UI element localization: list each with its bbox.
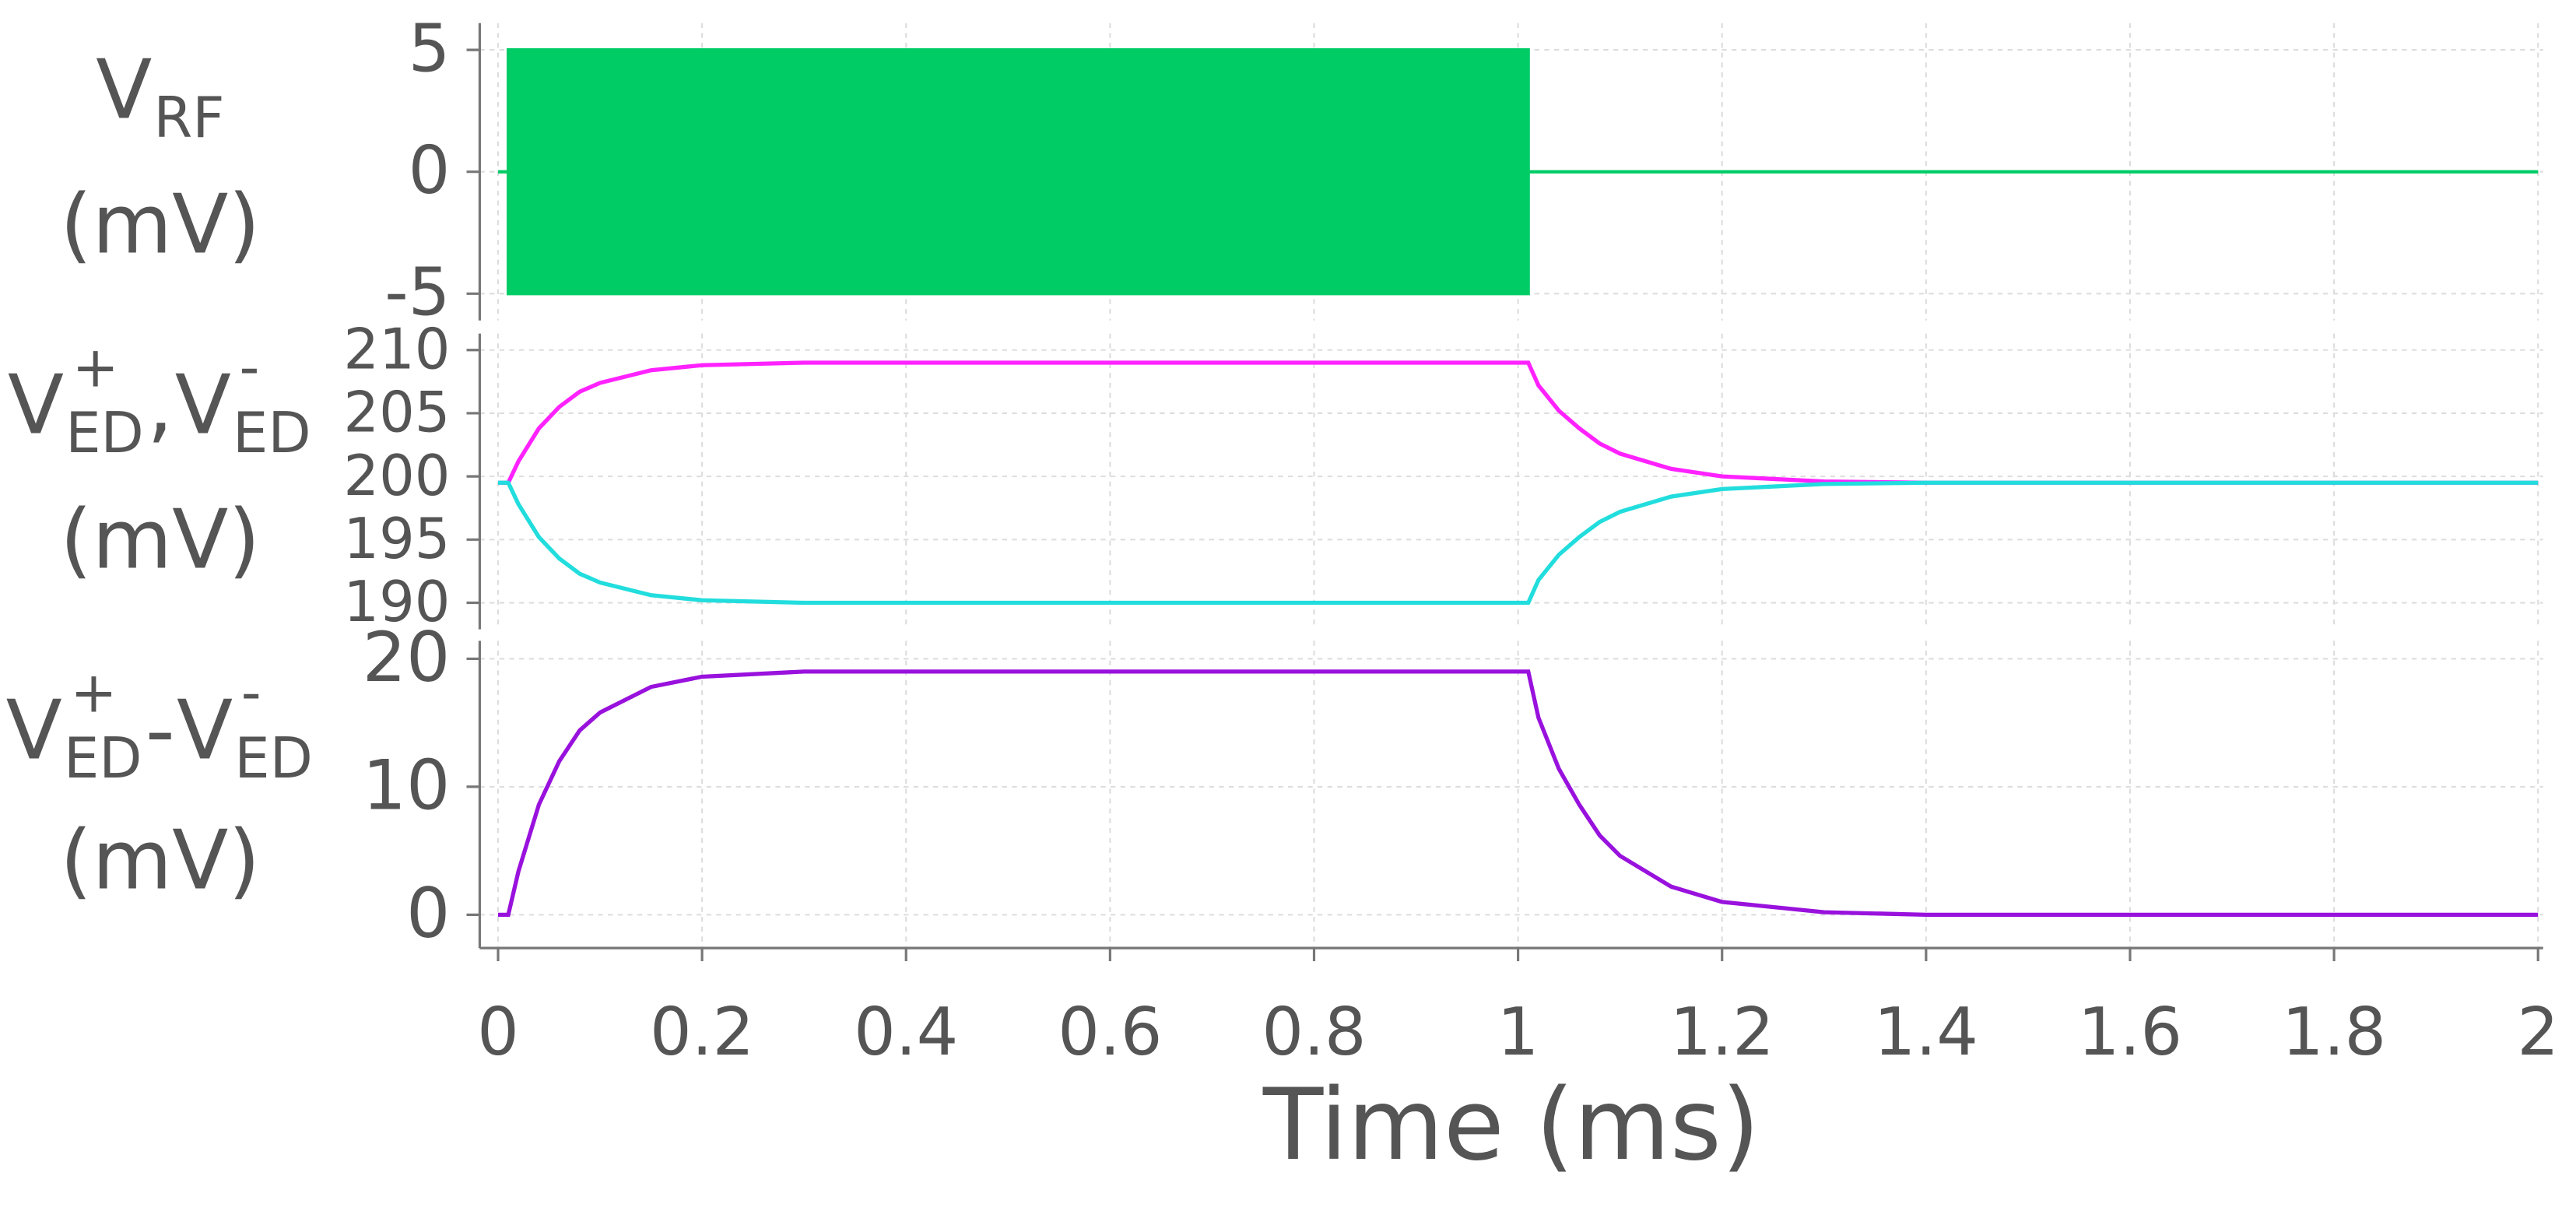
y-axis-label: V +ED, V -ED: [8, 335, 311, 465]
x-axis-label: Time (ms): [1262, 1067, 1760, 1182]
label-part: RF: [153, 85, 224, 150]
y-tick-label: 195: [343, 506, 450, 571]
y-tick-label: 10: [363, 746, 451, 826]
y-axis-label: V +ED - V -ED: [6, 660, 313, 791]
y-tick-label: 5: [409, 10, 451, 86]
label-part: V: [96, 41, 152, 137]
label-sup: +: [72, 335, 119, 400]
x-tick-label: 1.4: [1874, 994, 1978, 1070]
series-line: [497, 480, 2539, 606]
label-part: V: [8, 357, 64, 453]
y-tick-label: 210: [343, 316, 450, 381]
x-tick-label: 0: [477, 994, 519, 1070]
y-tick-label: 205: [343, 380, 450, 445]
x-tick-label: 1.2: [1670, 994, 1774, 1070]
label-sub: ED: [65, 400, 144, 465]
label-sub: ED: [64, 725, 142, 791]
series-line: [497, 669, 2539, 918]
label-part: V: [175, 357, 231, 453]
signal-band: [497, 48, 2539, 296]
label-part: (mV): [60, 812, 260, 907]
x-tick-label: 0.6: [1058, 994, 1162, 1070]
y-tick-label: 0: [409, 132, 451, 209]
y-tick-label: 190: [343, 569, 450, 634]
label-part: (mV): [60, 492, 260, 588]
x-tick-label: 1.8: [2282, 994, 2386, 1070]
label-part: ,: [147, 357, 174, 453]
label-sup: +: [70, 660, 117, 725]
x-tick-label: 0.4: [854, 994, 958, 1070]
y-axis-label: (mV): [60, 492, 260, 588]
label-sub: ED: [234, 725, 313, 791]
label-part: -: [146, 683, 175, 778]
x-tick-label: 2: [2517, 994, 2559, 1070]
y-axis-label: (mV): [60, 812, 260, 907]
x-tick-label: 1: [1497, 994, 1539, 1070]
y-tick-label: 20: [363, 617, 451, 697]
y-axis-label: V RF: [96, 41, 224, 150]
series-line: [497, 360, 2539, 485]
label-part: V: [177, 683, 233, 778]
y-axis-label: (mV): [60, 176, 260, 272]
y-tick-label: 0: [406, 873, 450, 953]
label-sub: ED: [233, 400, 311, 465]
label-sup: -: [241, 660, 261, 725]
x-tick-label: 1.6: [2078, 994, 2182, 1070]
label-part: V: [6, 683, 62, 778]
label-sup: -: [239, 335, 259, 400]
x-tick-label: 0.2: [650, 994, 754, 1070]
label-part: (mV): [60, 176, 260, 272]
y-tick-label: 200: [343, 443, 450, 508]
y-tick-label: -5: [384, 254, 450, 330]
x-tick-label: 0.8: [1262, 994, 1366, 1070]
